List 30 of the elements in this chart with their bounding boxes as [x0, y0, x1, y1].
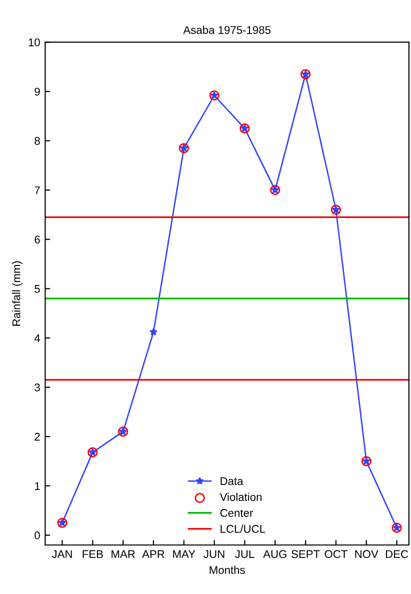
- x-tick-label: NOV: [355, 550, 378, 558]
- legend-label: Center: [220, 509, 253, 517]
- x-tick-label: AUG: [263, 550, 286, 558]
- x-tick-label: JAN: [52, 550, 72, 558]
- y-tick-label: 2: [34, 432, 40, 441]
- y-axis-title: Rainfall (mm): [12, 261, 22, 326]
- x-tick-label: MAY: [173, 550, 196, 558]
- y-tick-label: 9: [34, 88, 40, 96]
- x-tick-label: DEC: [386, 550, 408, 558]
- legend-label: LCL/UCL: [220, 524, 266, 533]
- y-tick-label: 8: [34, 137, 40, 145]
- x-tick-label: JUN: [204, 550, 224, 558]
- x-tick-label: SEPT: [292, 550, 320, 558]
- y-tick-label: 0: [34, 531, 40, 540]
- y-tick-label: 5: [34, 285, 40, 293]
- x-tick-label: OCT: [324, 550, 348, 558]
- y-tick-label: 1: [35, 482, 40, 490]
- x-tick-label: JUL: [235, 550, 254, 558]
- x-tick-label: MAR: [112, 550, 135, 558]
- chart-title: Asaba 1975-1985: [183, 26, 270, 34]
- legend-label: Violation: [220, 492, 262, 501]
- y-tick-label: 7: [34, 186, 40, 194]
- x-tick-label: APR: [142, 550, 164, 558]
- legend-label: Data: [220, 477, 244, 486]
- x-tick-label: FEB: [82, 550, 103, 558]
- y-tick-label: 3: [34, 384, 40, 392]
- y-tick-label: 10: [28, 38, 40, 46]
- x-axis-title: Months: [210, 566, 245, 574]
- y-tick-label: 6: [34, 236, 40, 244]
- y-tick-label: 4: [34, 334, 40, 342]
